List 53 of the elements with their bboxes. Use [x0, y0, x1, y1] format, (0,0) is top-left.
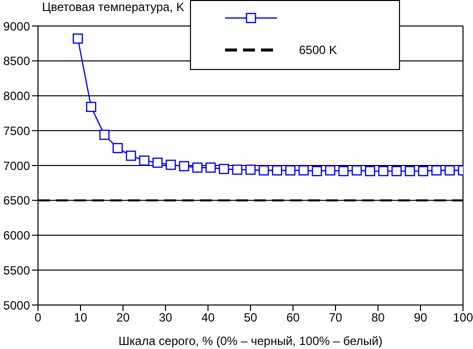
point [192, 162, 202, 173]
y-tick-label: 7500 [3, 124, 30, 138]
x-tick-label: 30 [158, 310, 172, 325]
x-tick-label: 0 [34, 310, 42, 325]
point [206, 162, 216, 173]
legend-label: 6500 K [299, 43, 338, 57]
point [404, 166, 415, 176]
point [325, 165, 336, 176]
point [218, 164, 230, 174]
y-tick-label: 7000 [3, 158, 30, 173]
point [285, 165, 296, 176]
point [126, 150, 136, 161]
x-axis-title: Шкала серого, % (0% – черный, 100% – белый) [118, 334, 382, 348]
point [99, 130, 110, 140]
x-tick-label: 70 [328, 310, 342, 325]
point [418, 166, 428, 176]
point [232, 164, 242, 175]
y-tick-label: 8000 [3, 89, 30, 104]
legend: 6500 K [190, 0, 400, 70]
y-tick-label: 5500 [3, 263, 30, 278]
point [431, 165, 442, 176]
y-axis-title: Цветовая температура, K [42, 0, 184, 14]
y-tick-label: 8500 [3, 54, 30, 68]
point [272, 165, 282, 176]
x-tick-label: 80 [371, 310, 385, 325]
point [338, 166, 349, 176]
y-tick-label: 9000 [3, 19, 30, 34]
x-tick-label: 60 [286, 310, 300, 325]
point [139, 156, 150, 166]
point [72, 33, 83, 44]
point [86, 102, 96, 112]
point [166, 160, 176, 170]
y-tick-label: 5000 [3, 298, 30, 312]
point [298, 165, 309, 176]
x-tick-label: 40 [201, 310, 215, 325]
point [258, 165, 269, 176]
y-tick-label: 6500 [3, 194, 30, 208]
x-tick-label: 20 [116, 310, 130, 325]
point [152, 158, 163, 168]
point [178, 161, 190, 172]
x-tick-label: 100 [452, 310, 473, 325]
point [364, 166, 376, 176]
point [444, 165, 455, 176]
point [352, 165, 362, 176]
x-tick-label: 90 [414, 310, 428, 325]
point [378, 166, 388, 176]
point [312, 166, 322, 176]
point [245, 164, 256, 175]
y-tick-label: 6000 [3, 228, 30, 243]
x-tick-label: 50 [244, 310, 258, 325]
point [391, 166, 402, 176]
x-tick-label: 10 [74, 310, 88, 325]
point [112, 142, 123, 154]
